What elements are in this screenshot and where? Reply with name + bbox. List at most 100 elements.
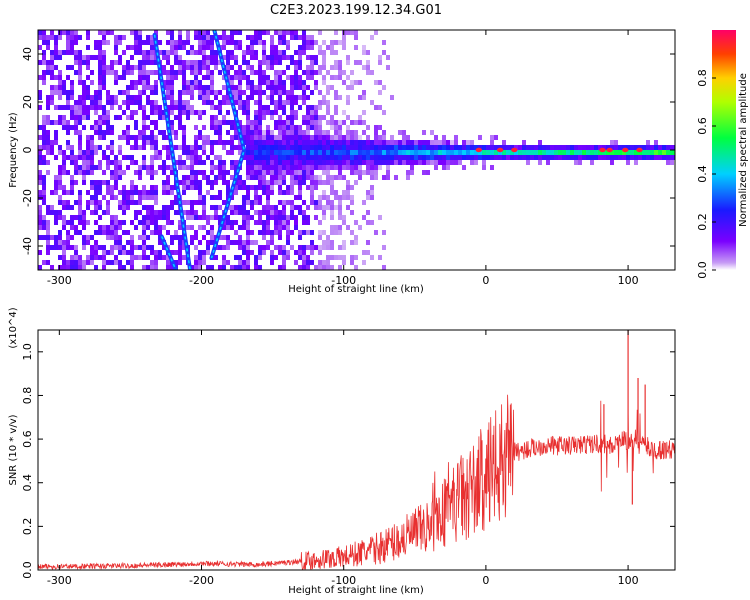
spectrogram-cell <box>334 125 338 130</box>
spectrogram-cell <box>370 150 374 155</box>
spectrogram-cell <box>306 185 310 190</box>
spectrogram-cell <box>58 30 62 35</box>
spectrogram-cell <box>522 145 526 150</box>
spectrogram-cell <box>70 65 74 70</box>
spectrogram-cell <box>646 140 650 145</box>
spectrogram-cell <box>218 120 222 125</box>
spectrogram-cell <box>210 150 214 155</box>
spectrogram-cell <box>102 255 106 260</box>
spectrogram-cell <box>66 190 70 195</box>
spectrogram-cell <box>166 105 170 110</box>
spectrogram-cell <box>226 190 230 195</box>
spectrogram-cell <box>346 75 350 80</box>
spectrogram-cell <box>242 135 246 140</box>
spectrogram-cell <box>46 225 50 230</box>
spectrogram-cell <box>134 200 138 205</box>
spectrogram-cell <box>142 80 146 85</box>
spectrogram-cell <box>258 115 262 120</box>
spectrogram-cell <box>314 175 318 180</box>
spectrogram-cell <box>258 175 262 180</box>
spectrogram-cell <box>274 60 278 65</box>
spectrogram-cell <box>254 100 258 105</box>
spectrogram-cell <box>282 150 286 155</box>
spectrogram-cell <box>234 95 238 100</box>
spectrogram-cell <box>254 140 258 145</box>
spectrogram-cell <box>54 215 58 220</box>
spectrogram-cell <box>642 155 646 160</box>
spectrogram-cell <box>370 220 374 225</box>
spectrogram-cell <box>218 205 222 210</box>
spectrogram-cell <box>142 185 146 190</box>
spectrogram-cell <box>170 30 174 35</box>
spectrogram-cell <box>234 255 238 260</box>
spectrogram-cell <box>362 200 366 205</box>
spectrogram-cell <box>282 170 286 175</box>
spectrogram-cell <box>182 160 186 165</box>
spectrogram-cell <box>54 130 58 135</box>
spectrogram-cell <box>58 70 62 75</box>
spectrogram-cell <box>78 110 82 115</box>
spectrogram-cell <box>114 165 118 170</box>
spectrogram-cell <box>546 145 550 150</box>
spectrogram-cell <box>150 55 154 60</box>
spectrogram-cell <box>118 190 122 195</box>
spectrogram-cell <box>254 55 258 60</box>
spectrogram-cell <box>198 255 202 260</box>
spectrogram-cell <box>578 155 582 160</box>
spectrogram-cell <box>118 205 122 210</box>
spectrogram-cell <box>234 45 238 50</box>
spectrogram-cell <box>122 245 126 250</box>
spectrogram-cell <box>86 160 90 165</box>
spectrogram-cell <box>58 195 62 200</box>
spectrogram-cell <box>262 150 266 155</box>
spectrogram-cell <box>126 155 130 160</box>
spectrogram-cell <box>310 250 314 255</box>
spectrogram-cell <box>98 75 102 80</box>
spectrogram-cell <box>158 225 162 230</box>
spectrogram-cell <box>62 30 66 35</box>
spectrogram-cell <box>250 50 254 55</box>
spectrogram-cell <box>330 190 334 195</box>
spectrogram-cell <box>202 110 206 115</box>
spectrogram-cell <box>222 55 226 60</box>
spectrogram-cell <box>142 235 146 240</box>
spectrogram-cell <box>238 40 242 45</box>
spectrogram-cell <box>98 205 102 210</box>
spectrogram-cell <box>458 145 462 150</box>
spectrogram-cell <box>370 165 374 170</box>
spectrogram-cell <box>538 140 542 145</box>
spectrogram-cell <box>154 30 158 35</box>
spectrogram-cell <box>318 160 322 165</box>
spectrogram-cell <box>182 175 186 180</box>
spectrogram-cell <box>446 140 450 145</box>
spectrogram-cell <box>98 200 102 205</box>
spectrogram-cell <box>290 160 294 165</box>
spectrogram-cell <box>242 265 246 270</box>
spectrogram-cell <box>406 160 410 165</box>
spectrogram-cell <box>218 160 222 165</box>
spectrogram-cell <box>358 165 362 170</box>
spectrogram-cell <box>526 160 530 165</box>
spectrogram-cell <box>314 200 318 205</box>
spectrogram-cell <box>58 245 62 250</box>
spectrogram-cell <box>282 35 286 40</box>
spectrogram-cell <box>334 95 338 100</box>
spectrogram-cell <box>310 175 314 180</box>
spectrogram-cell <box>386 145 390 150</box>
spectrogram-cell <box>298 135 302 140</box>
spectrogram-cell <box>334 155 338 160</box>
spectrogram-cell <box>166 215 170 220</box>
snr-x-tick-label: 0 <box>482 574 489 587</box>
spectrogram-cell <box>46 100 50 105</box>
spectrogram-cell <box>246 35 250 40</box>
spectrogram-cell <box>266 195 270 200</box>
spectrogram-cell <box>170 200 174 205</box>
spectrogram-cell <box>214 90 218 95</box>
spectrogram-cell <box>94 250 98 255</box>
spectrogram-cell <box>42 185 46 190</box>
spectrogram-cell <box>282 120 286 125</box>
spectrogram-cell <box>246 150 250 155</box>
spectrogram-cell <box>378 125 382 130</box>
spectrogram-cell <box>266 105 270 110</box>
